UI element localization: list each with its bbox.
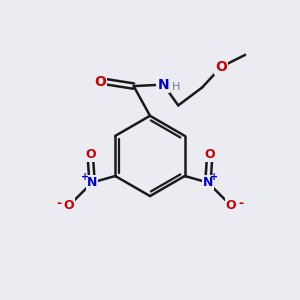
Text: O: O	[85, 148, 96, 161]
Text: O: O	[215, 60, 227, 74]
Text: O: O	[204, 148, 215, 161]
Text: N: N	[203, 176, 213, 189]
Text: O: O	[64, 199, 74, 212]
Text: +: +	[82, 172, 90, 182]
Text: +: +	[210, 172, 218, 182]
Text: N: N	[87, 176, 97, 189]
Text: H: H	[172, 82, 180, 92]
Text: O: O	[94, 75, 106, 88]
Text: O: O	[226, 199, 236, 212]
Text: -: -	[57, 197, 62, 210]
Text: N: N	[158, 78, 169, 92]
Text: -: -	[238, 197, 243, 210]
